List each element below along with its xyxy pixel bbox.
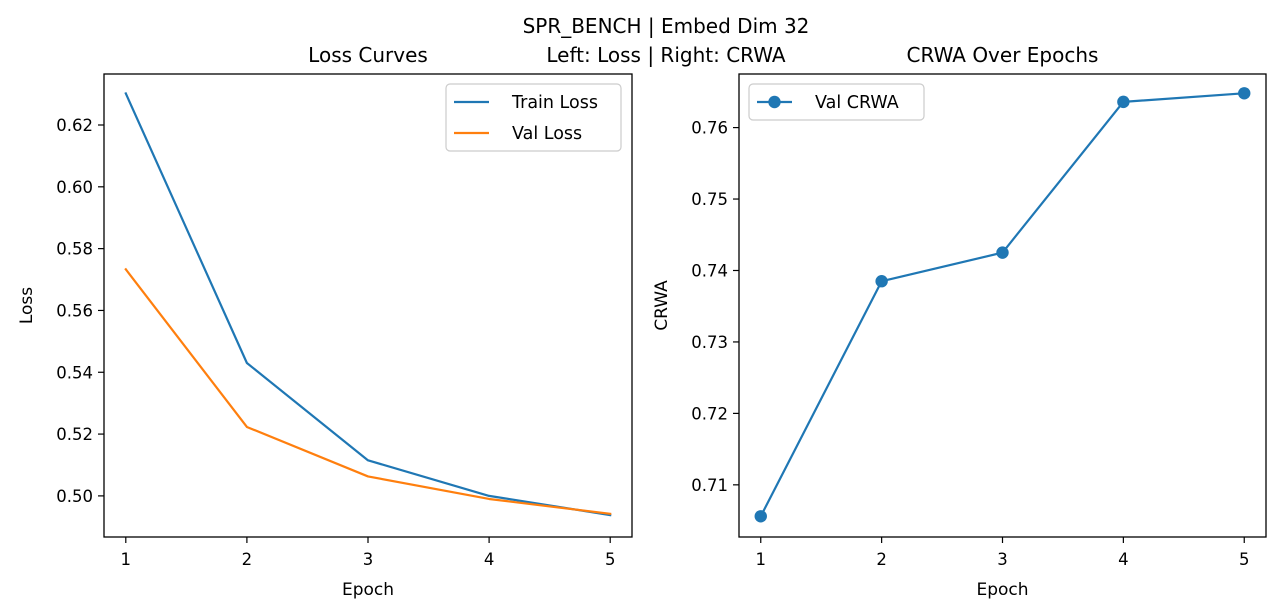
chart1-series-0-point-2 <box>996 246 1009 259</box>
chart1-series-0-point-0 <box>754 510 767 523</box>
chart0-legend: Train Loss Val Loss <box>445 83 622 152</box>
chart0-y-axis-label: Loss <box>17 287 37 324</box>
chart0-x-tick-label-0: 1 <box>121 550 132 569</box>
chart1-legend-box <box>748 83 925 121</box>
chart1-series-0-point-1 <box>875 275 888 288</box>
chart0-x-tick-label-2: 3 <box>363 550 374 569</box>
chart1-x-tick-label-4: 5 <box>1239 550 1250 569</box>
chart0-y-tick-label-0: 0.50 <box>56 487 93 506</box>
chart0-x-tick-label-3: 4 <box>484 550 495 569</box>
chart0-x-axis-label: Epoch <box>342 580 394 600</box>
chart0-series-line-0 <box>124 92 612 517</box>
chart1-y-tick-label-4: 0.75 <box>691 190 728 209</box>
chart0-title: Loss Curves <box>308 43 428 67</box>
chart1-y-axis-label: CRWA <box>652 280 672 331</box>
chart1-series-line-0 <box>759 92 1246 518</box>
chart1-y-tick-label-0: 0.71 <box>691 476 728 495</box>
chart1-y-tick-label-5: 0.76 <box>691 119 728 138</box>
crwa-chart: CRWA Over Epochs 1 2 3 4 5 0.71 0.72 0.73 0.74 0.7… <box>652 43 1267 600</box>
figure-suptitle-line2: Left: Loss | Right: CRWA <box>546 43 786 67</box>
chart1-y-tick-label-2: 0.73 <box>691 333 728 352</box>
loss-curves-chart: Loss Curves 1 2 3 4 5 0.50 0.52 0.54 0.56 0.58 0.60… <box>17 43 633 600</box>
chart0-y-tick-label-1: 0.52 <box>56 425 93 444</box>
chart1-x-tick-label-0: 1 <box>756 550 767 569</box>
chart1-legend-label-0: Val CRWA <box>815 93 899 113</box>
chart0-x-tick-label-1: 2 <box>242 550 253 569</box>
chart0-y-tick-label-5: 0.60 <box>56 178 93 197</box>
chart1-y-tick-label-1: 0.72 <box>691 404 728 423</box>
chart0-y-tick-label-2: 0.54 <box>56 363 93 382</box>
chart1-series-0-point-4 <box>1238 87 1251 100</box>
chart1-axes-frame <box>738 73 1267 538</box>
chart0-x-tick-label-4: 5 <box>605 550 616 569</box>
chart1-x-tick-label-2: 3 <box>997 550 1008 569</box>
chart1-title: CRWA Over Epochs <box>907 43 1099 67</box>
chart0-y-tick-label-3: 0.56 <box>56 301 93 320</box>
figure-suptitle-line1: SPR_BENCH | Embed Dim 32 <box>523 14 810 38</box>
chart0-y-tick-label-4: 0.58 <box>56 240 93 259</box>
chart1-x-tick-label-3: 4 <box>1118 550 1129 569</box>
chart0-y-tick-label-6: 0.62 <box>56 116 93 135</box>
chart0-legend-label-1: Val Loss <box>512 124 582 144</box>
chart0-legend-label-0: Train Loss <box>511 93 598 113</box>
chart1-series-0-point-3 <box>1117 95 1130 109</box>
chart1-legend-marker-0 <box>768 95 781 109</box>
chart1-x-axis-label: Epoch <box>976 580 1028 600</box>
chart1-legend: Val CRWA <box>748 83 925 121</box>
chart1-x-tick-label-1: 2 <box>876 550 887 569</box>
chart0-legend-box <box>445 83 622 152</box>
chart0-series-line-1 <box>124 267 612 516</box>
chart1-y-tick-label-3: 0.74 <box>691 261 728 280</box>
